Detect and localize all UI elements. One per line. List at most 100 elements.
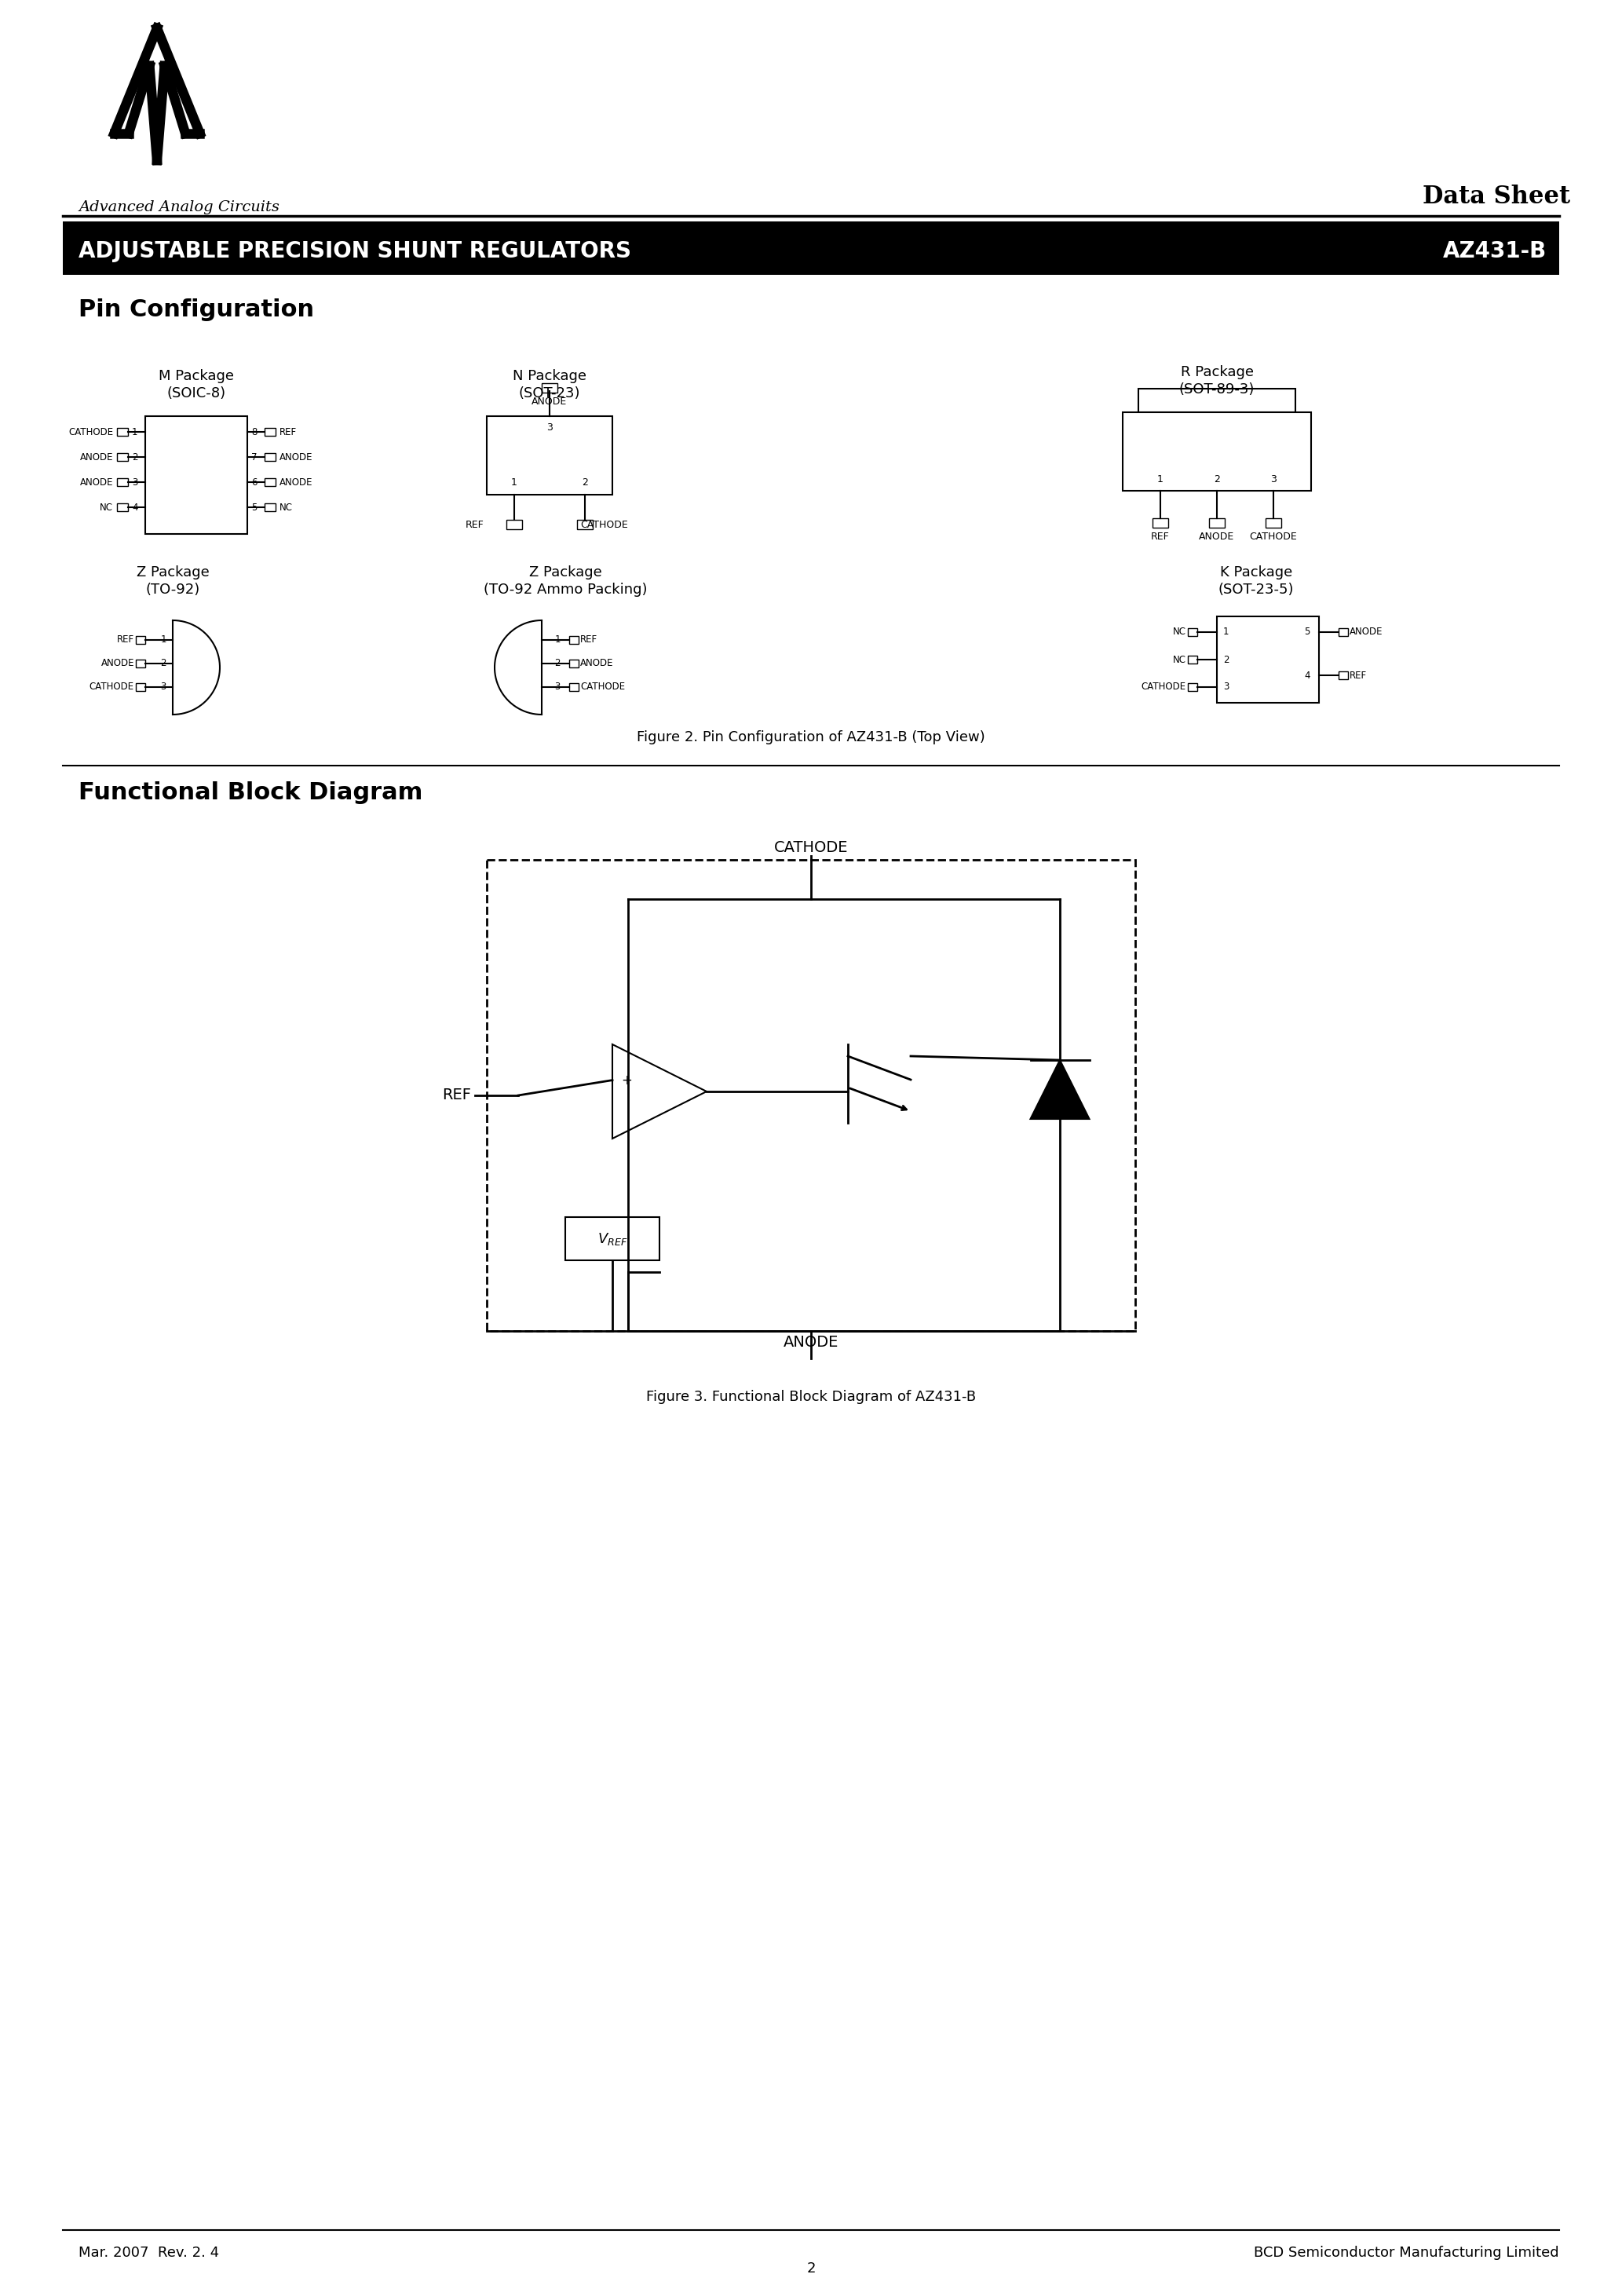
Text: 1: 1 — [555, 636, 560, 645]
Text: 2: 2 — [131, 452, 138, 461]
Text: CATHODE: CATHODE — [68, 427, 114, 436]
Bar — [264, 503, 276, 512]
Text: M Package: M Package — [159, 370, 234, 383]
Bar — [564, 1217, 660, 1261]
Text: 1: 1 — [1156, 473, 1163, 484]
Polygon shape — [613, 1045, 707, 1139]
Text: 1: 1 — [131, 427, 138, 436]
Text: 1: 1 — [161, 636, 165, 645]
Bar — [117, 503, 128, 512]
Text: 2: 2 — [1213, 473, 1220, 484]
Text: ANODE: ANODE — [1350, 627, 1384, 638]
Text: N Package: N Package — [513, 370, 587, 383]
Bar — [506, 519, 522, 530]
Bar — [136, 684, 146, 691]
Text: Pin Configuration: Pin Configuration — [78, 298, 315, 321]
Bar — [542, 383, 558, 393]
Text: NC: NC — [1173, 627, 1186, 638]
Text: 3: 3 — [1270, 473, 1277, 484]
Text: AZ431-B: AZ431-B — [1444, 241, 1547, 262]
Bar — [117, 452, 128, 461]
Text: 2: 2 — [161, 659, 165, 668]
Text: 3: 3 — [1223, 682, 1229, 691]
Text: NC: NC — [1173, 654, 1186, 666]
Text: 1: 1 — [1223, 627, 1229, 638]
Bar — [487, 416, 613, 494]
Bar — [264, 478, 276, 487]
Text: ANODE: ANODE — [783, 1334, 839, 1350]
FancyBboxPatch shape — [63, 220, 1559, 276]
Bar — [264, 452, 276, 461]
Text: CATHODE: CATHODE — [1249, 533, 1298, 542]
Text: 2: 2 — [1223, 654, 1229, 666]
Text: BCD Semiconductor Manufacturing Limited: BCD Semiconductor Manufacturing Limited — [1254, 2245, 1559, 2259]
Text: CATHODE: CATHODE — [581, 682, 624, 691]
Bar — [569, 684, 579, 691]
Text: (TO-92 Ammo Packing): (TO-92 Ammo Packing) — [483, 583, 647, 597]
Bar — [1208, 519, 1225, 528]
Text: NC: NC — [279, 503, 294, 512]
Text: 3: 3 — [547, 422, 553, 434]
Bar — [1139, 388, 1296, 413]
Text: REF: REF — [466, 519, 485, 530]
Text: 3: 3 — [161, 682, 165, 691]
Text: ANODE: ANODE — [279, 478, 313, 487]
Bar — [577, 519, 592, 530]
Text: Mar. 2007  Rev. 2. 4: Mar. 2007 Rev. 2. 4 — [78, 2245, 219, 2259]
Polygon shape — [1030, 1061, 1090, 1118]
Text: 6: 6 — [251, 478, 258, 487]
Text: 4: 4 — [131, 503, 138, 512]
Text: (SOT-89-3): (SOT-89-3) — [1179, 383, 1255, 397]
Text: K Package: K Package — [1220, 565, 1293, 579]
Text: Z Package: Z Package — [136, 565, 209, 579]
Text: REF: REF — [117, 636, 135, 645]
Text: (TO-92): (TO-92) — [146, 583, 200, 597]
Text: 3: 3 — [131, 478, 138, 487]
Text: $V_{REF}$: $V_{REF}$ — [597, 1231, 628, 1247]
Bar — [1187, 657, 1197, 664]
Text: (SOT-23): (SOT-23) — [519, 386, 581, 400]
Text: NC: NC — [99, 503, 114, 512]
Bar — [1265, 519, 1281, 528]
Bar — [569, 659, 579, 668]
Text: ANODE: ANODE — [79, 452, 114, 461]
Text: 2: 2 — [806, 2262, 816, 2275]
Text: 7: 7 — [251, 452, 258, 461]
Text: CATHODE: CATHODE — [581, 519, 628, 530]
Text: (SOT-23-5): (SOT-23-5) — [1218, 583, 1294, 597]
Text: 8: 8 — [251, 427, 256, 436]
Text: CATHODE: CATHODE — [774, 840, 848, 854]
Text: CATHODE: CATHODE — [1142, 682, 1186, 691]
Text: (SOIC-8): (SOIC-8) — [167, 386, 225, 400]
Bar — [487, 859, 1135, 1332]
Bar — [117, 427, 128, 436]
Text: REF: REF — [1350, 670, 1367, 680]
Text: 2: 2 — [582, 478, 589, 489]
Text: Data Sheet: Data Sheet — [1422, 184, 1570, 209]
Text: ANODE: ANODE — [532, 397, 568, 406]
Bar — [1338, 629, 1348, 636]
Text: REF: REF — [1152, 533, 1169, 542]
Bar — [569, 636, 579, 643]
Bar — [1187, 684, 1197, 691]
Text: REF: REF — [279, 427, 297, 436]
Text: ANODE: ANODE — [279, 452, 313, 461]
Text: 5: 5 — [1304, 627, 1311, 638]
Text: 1: 1 — [511, 478, 517, 489]
Text: ANODE: ANODE — [581, 659, 613, 668]
Text: ANODE: ANODE — [1199, 533, 1234, 542]
Text: ANODE: ANODE — [79, 478, 114, 487]
Text: 4: 4 — [1304, 670, 1311, 680]
Text: REF: REF — [581, 636, 597, 645]
Bar — [264, 427, 276, 436]
Text: 3: 3 — [555, 682, 560, 691]
Text: REF: REF — [443, 1088, 470, 1102]
Bar — [117, 478, 128, 487]
Text: Figure 3. Functional Block Diagram of AZ431-B: Figure 3. Functional Block Diagram of AZ… — [646, 1389, 976, 1403]
Bar — [1338, 670, 1348, 680]
Bar — [1216, 615, 1319, 703]
Text: 5: 5 — [251, 503, 256, 512]
Bar — [1153, 519, 1168, 528]
Text: Advanced Analog Circuits: Advanced Analog Circuits — [78, 200, 279, 214]
Text: R Package: R Package — [1181, 365, 1254, 379]
